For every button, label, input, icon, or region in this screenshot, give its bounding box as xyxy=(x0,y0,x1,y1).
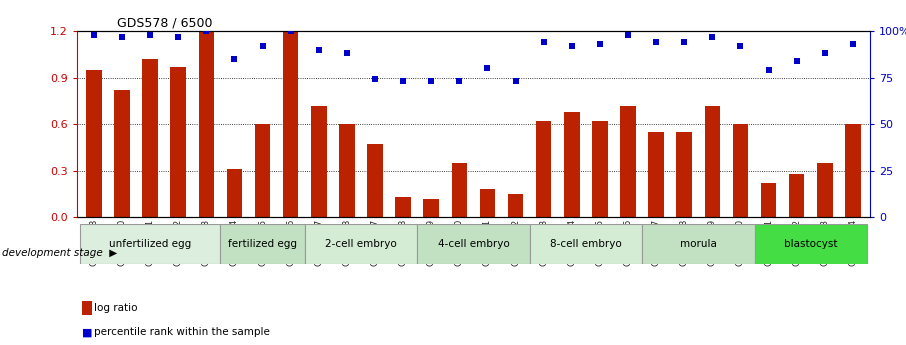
Point xyxy=(340,51,354,56)
Bar xyxy=(395,197,410,217)
Point xyxy=(227,56,242,62)
Text: 8-cell embryo: 8-cell embryo xyxy=(550,239,622,249)
Point xyxy=(284,28,298,34)
Text: fertilized egg: fertilized egg xyxy=(228,239,297,249)
Bar xyxy=(621,106,636,217)
Bar xyxy=(789,174,805,217)
Bar xyxy=(80,224,220,264)
Bar xyxy=(367,144,382,217)
Text: log ratio: log ratio xyxy=(94,303,138,313)
Bar xyxy=(536,121,552,217)
Text: 4-cell embryo: 4-cell embryo xyxy=(438,239,509,249)
Point xyxy=(677,39,691,45)
Bar xyxy=(417,224,530,264)
Point xyxy=(508,79,523,84)
Point xyxy=(649,39,663,45)
Bar xyxy=(255,124,270,217)
Bar xyxy=(755,224,867,264)
Bar xyxy=(423,199,439,217)
Point xyxy=(593,41,607,47)
Bar xyxy=(283,31,298,217)
Text: GDS578 / 6500: GDS578 / 6500 xyxy=(117,17,212,30)
Point xyxy=(536,39,551,45)
Bar xyxy=(733,124,748,217)
Text: development stage  ▶: development stage ▶ xyxy=(2,248,117,257)
Point xyxy=(845,41,860,47)
Bar xyxy=(304,224,417,264)
Text: unfertilized egg: unfertilized egg xyxy=(109,239,191,249)
Bar xyxy=(705,106,720,217)
Text: blastocyst: blastocyst xyxy=(784,239,837,249)
Bar xyxy=(508,194,524,217)
Point xyxy=(255,43,270,49)
Bar xyxy=(649,132,664,217)
Point xyxy=(87,32,101,38)
Bar xyxy=(311,106,326,217)
Point xyxy=(171,34,186,39)
Point xyxy=(396,79,410,84)
Bar xyxy=(593,121,608,217)
Bar xyxy=(114,90,130,217)
Point xyxy=(143,32,158,38)
Point xyxy=(705,34,719,39)
Bar xyxy=(677,132,692,217)
Bar xyxy=(761,183,776,217)
Bar xyxy=(86,70,101,217)
Text: morula: morula xyxy=(680,239,717,249)
Point xyxy=(115,34,130,39)
Point xyxy=(480,66,495,71)
Point xyxy=(564,43,579,49)
Point xyxy=(761,67,776,73)
Bar xyxy=(642,224,755,264)
Point xyxy=(621,32,635,38)
Point xyxy=(733,43,747,49)
Bar xyxy=(142,59,158,217)
Text: percentile rank within the sample: percentile rank within the sample xyxy=(94,327,270,337)
Point xyxy=(312,47,326,52)
Text: 2-cell embryo: 2-cell embryo xyxy=(325,239,397,249)
Bar xyxy=(170,67,186,217)
Bar xyxy=(530,224,642,264)
Bar xyxy=(564,112,580,217)
Bar xyxy=(479,189,496,217)
Bar xyxy=(220,224,304,264)
Point xyxy=(817,51,832,56)
Bar xyxy=(198,31,214,217)
Point xyxy=(424,79,439,84)
Point xyxy=(452,79,467,84)
Point xyxy=(368,77,382,82)
Bar xyxy=(226,169,242,217)
Bar xyxy=(339,124,354,217)
Bar xyxy=(845,124,861,217)
Text: ■: ■ xyxy=(82,327,92,337)
Bar xyxy=(451,163,467,217)
Bar xyxy=(817,163,833,217)
Point xyxy=(789,58,804,63)
Point xyxy=(199,28,214,34)
